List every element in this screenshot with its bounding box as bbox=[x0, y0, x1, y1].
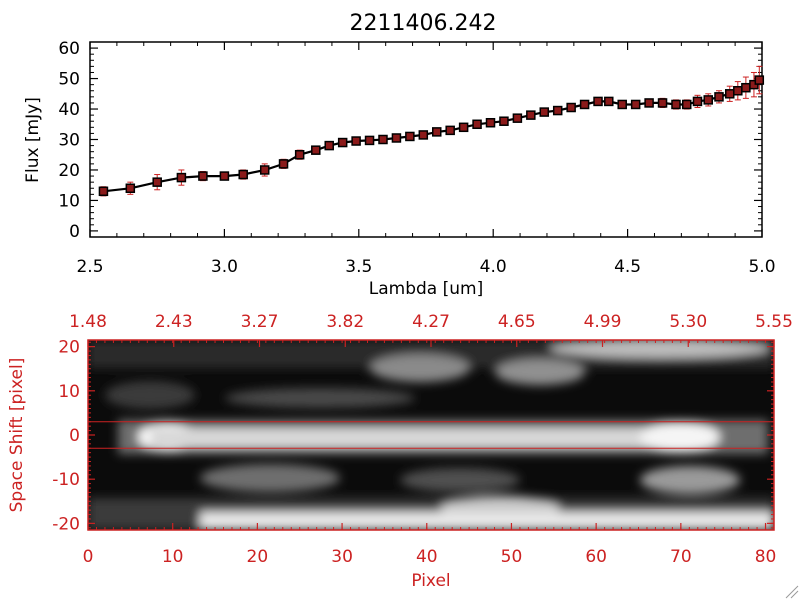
data-point bbox=[278, 159, 289, 169]
image-x-tick-label: 10 bbox=[162, 547, 184, 567]
data-point bbox=[98, 186, 109, 197]
data-point bbox=[733, 86, 743, 96]
data-point bbox=[125, 183, 136, 193]
data-point bbox=[294, 149, 305, 160]
image-y-tick-label: 10 bbox=[58, 382, 80, 402]
data-point bbox=[351, 136, 361, 146]
image-x-tick-label: 30 bbox=[331, 547, 353, 567]
spectrum-y-tick-label: 0 bbox=[69, 222, 80, 242]
spectrum-x-tick-label: 4.5 bbox=[614, 257, 641, 277]
data-point bbox=[703, 95, 713, 105]
image-x-tick-label: 80 bbox=[755, 547, 777, 567]
data-point bbox=[526, 110, 536, 120]
spectrum-y-tick-label: 60 bbox=[58, 39, 80, 59]
image-top-tick-label: 4.99 bbox=[584, 312, 622, 332]
data-point bbox=[644, 98, 654, 108]
image-top-tick-label: 3.27 bbox=[241, 312, 279, 332]
data-point bbox=[604, 96, 614, 107]
spectrum-y-tick-label: 10 bbox=[58, 191, 80, 211]
data-point bbox=[337, 137, 348, 148]
data-point bbox=[238, 169, 248, 180]
image-top-tick-label: 5.55 bbox=[755, 312, 793, 332]
spectrum-y-tick-label: 50 bbox=[58, 70, 80, 90]
spectrum-x-tick-label: 2.5 bbox=[76, 257, 103, 277]
image-y-tick-label: 20 bbox=[58, 338, 80, 358]
resize-grip-icon[interactable] bbox=[785, 585, 799, 599]
image-x-tick-label: 70 bbox=[670, 547, 692, 567]
data-point bbox=[324, 140, 334, 151]
spectrum-x-tick-label: 3.5 bbox=[345, 257, 372, 277]
data-point bbox=[432, 127, 442, 137]
spectrum-y-tick-label: 20 bbox=[58, 161, 80, 181]
image-x-tick-label: 60 bbox=[585, 547, 607, 567]
image-top-wavelength-ticks: 1.48 2.43 3.27 3.82 4.27 4.65 4.99 5.30 5.55 bbox=[69, 312, 793, 347]
spectrum-y-tick-label: 40 bbox=[58, 100, 80, 120]
data-point bbox=[552, 105, 563, 116]
data-point bbox=[472, 119, 482, 130]
data-point bbox=[176, 172, 187, 183]
image-x-ticks: 0 10 20 30 40 50 60 70 80 bbox=[83, 340, 777, 567]
spectrum-ylabel: Flux [mJy] bbox=[23, 97, 43, 183]
data-point bbox=[512, 113, 523, 123]
data-point bbox=[391, 133, 402, 143]
image-x-tick-label: 40 bbox=[416, 547, 438, 567]
data-point bbox=[692, 96, 703, 107]
image-y-tick-label: 0 bbox=[69, 426, 80, 446]
data-point bbox=[617, 99, 627, 110]
data-point bbox=[485, 117, 496, 128]
data-point bbox=[219, 171, 230, 181]
data-point bbox=[458, 122, 469, 133]
image-top-tick-label: 1.48 bbox=[69, 312, 107, 332]
spectrum-x-tick-label: 5.0 bbox=[748, 257, 775, 277]
spectrum-y-tick-label: 30 bbox=[58, 131, 80, 151]
image-ylabel: Space Shift [pixel] bbox=[7, 358, 27, 513]
spectrum-x-ticks: 2.5 3.0 3.5 4.0 4.5 5.0 bbox=[76, 42, 776, 277]
image-top-tick-label: 3.82 bbox=[326, 312, 364, 332]
spectrum-xlabel: Lambda [um] bbox=[369, 279, 483, 299]
image-top-tick-label: 2.43 bbox=[155, 312, 193, 332]
image-x-tick-label: 0 bbox=[83, 547, 94, 567]
data-point bbox=[152, 177, 162, 187]
image-x-tick-label: 50 bbox=[501, 547, 523, 567]
data-point bbox=[566, 102, 576, 113]
spectrum-x-tick-label: 4.0 bbox=[480, 257, 507, 277]
data-point bbox=[593, 96, 603, 107]
data-point bbox=[539, 107, 550, 117]
spectrum-plot: 2.5 3.0 3.5 4.0 4.5 5.0 0 10 20 30 40 50 60 bbox=[58, 39, 775, 277]
data-point bbox=[714, 92, 724, 102]
data-point bbox=[657, 98, 668, 108]
data-point bbox=[198, 171, 208, 181]
data-point bbox=[311, 145, 321, 155]
extraction-window-lines bbox=[88, 421, 774, 449]
image-y-tick-label: -10 bbox=[52, 470, 80, 490]
data-point bbox=[405, 131, 415, 142]
spectrum-x-tick-label: 3.0 bbox=[211, 257, 238, 277]
data-point bbox=[741, 82, 751, 93]
data-point bbox=[630, 99, 641, 110]
data-point bbox=[364, 135, 375, 146]
image-top-tick-label: 4.27 bbox=[412, 312, 450, 332]
data-point bbox=[724, 89, 735, 99]
spectrum-title: 2211406.242 bbox=[350, 11, 497, 36]
image-top-tick-label: 4.65 bbox=[498, 312, 536, 332]
data-point bbox=[378, 134, 388, 145]
data-point bbox=[499, 116, 509, 126]
data-point bbox=[259, 165, 270, 175]
image-pixels bbox=[88, 340, 774, 530]
data-point bbox=[681, 99, 692, 110]
data-point bbox=[418, 130, 429, 140]
spectrum-y-ticks: 0 10 20 30 40 50 60 bbox=[58, 39, 762, 242]
data-point bbox=[445, 125, 455, 136]
data-point bbox=[671, 99, 681, 110]
image-y-tick-label: -20 bbox=[52, 514, 80, 534]
spectrum-series bbox=[98, 65, 765, 197]
data-point bbox=[579, 99, 590, 110]
image-x-tick-label: 20 bbox=[247, 547, 269, 567]
image-top-tick-label: 5.30 bbox=[669, 312, 707, 332]
data-point bbox=[754, 75, 765, 85]
image-xlabel: Pixel bbox=[411, 571, 450, 591]
spectral-image-plot: 0 10 20 30 40 50 60 70 80 1.48 2.43 3.27 3.82 4.27 4.… bbox=[52, 312, 793, 567]
image-y-ticks: -20 -10 0 10 20 bbox=[52, 338, 774, 534]
